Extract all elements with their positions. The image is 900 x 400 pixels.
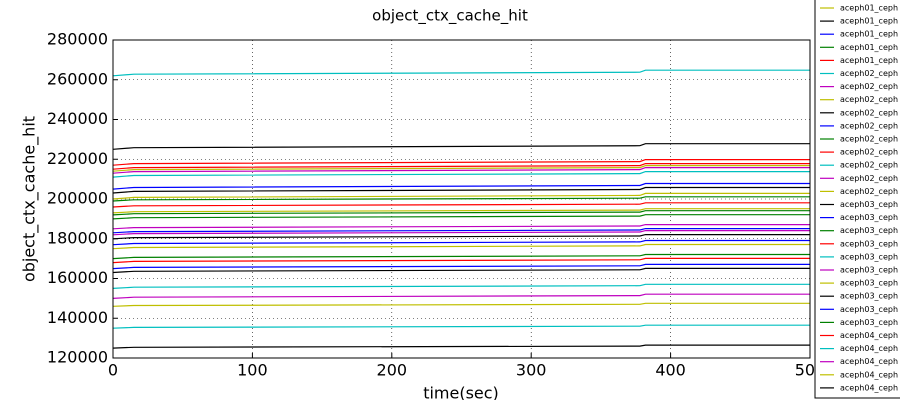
- chart-title: object_ctx_cache_hit: [372, 7, 528, 26]
- legend-label: aceph03_ceph: [840, 292, 898, 301]
- y-axis-label: object_ctx_cache_hit: [20, 116, 40, 282]
- legend-label: aceph03_ceph: [840, 266, 898, 275]
- plot-frame: [112, 39, 811, 359]
- x-tick-label: 200: [377, 361, 408, 380]
- y-tick-label: 200000: [47, 189, 108, 208]
- legend-label: aceph04_ceph: [840, 357, 898, 366]
- legend-label: aceph03_ceph: [840, 200, 898, 209]
- series-line: [112, 283, 810, 289]
- series-line: [112, 228, 810, 234]
- legend-label: aceph03_ceph: [840, 252, 898, 261]
- y-tick-label: 180000: [47, 228, 108, 247]
- series-line: [112, 186, 810, 194]
- legend-label: aceph04_ceph: [840, 344, 898, 353]
- y-tick-label: 140000: [47, 308, 108, 327]
- series-line: [112, 196, 810, 202]
- series-line: [112, 202, 810, 208]
- series-line: [112, 165, 810, 172]
- series-line: [112, 214, 810, 220]
- legend-label: aceph02_ceph: [840, 174, 898, 183]
- series-line: [112, 263, 810, 270]
- series-line: [112, 293, 810, 299]
- legend-label: aceph01_ceph: [840, 17, 898, 26]
- legend-label: aceph01_ceph: [840, 56, 898, 65]
- legend-label: aceph01_ceph: [840, 4, 898, 13]
- y-tick-label: 280000: [47, 30, 108, 49]
- series-line: [112, 257, 810, 264]
- legend-label: aceph03_ceph: [840, 318, 898, 327]
- x-axis-label: time(sec): [423, 384, 499, 400]
- series-line: [112, 192, 810, 200]
- series-line: [112, 230, 810, 236]
- legend-label: aceph02_ceph: [840, 82, 898, 91]
- legend-label: aceph02_ceph: [840, 95, 898, 104]
- legend-label: aceph02_ceph: [840, 148, 898, 157]
- series-line: [112, 224, 810, 230]
- series-line: [112, 239, 810, 246]
- series-line: [112, 234, 810, 240]
- x-tick-label: 400: [655, 361, 686, 380]
- legend-box: [814, 0, 900, 399]
- legend-label: aceph01_ceph: [840, 43, 898, 52]
- y-tick-label: 260000: [47, 69, 108, 88]
- series-line: [112, 243, 810, 250]
- legend-label: aceph02_ceph: [840, 187, 898, 196]
- legend-label: aceph01_ceph: [840, 30, 898, 39]
- series-line: [112, 253, 810, 260]
- series-line: [112, 344, 810, 349]
- series-line: [112, 171, 810, 178]
- legend-label: aceph02_ceph: [840, 69, 898, 78]
- x-tick-label: 300: [516, 361, 547, 380]
- legend-label: aceph02_ceph: [840, 108, 898, 117]
- y-tick-label: 240000: [47, 109, 108, 128]
- legend-label: aceph03_ceph: [840, 226, 898, 235]
- series-line: [112, 167, 810, 174]
- series-line: [112, 163, 810, 170]
- legend-label: aceph03_ceph: [840, 213, 898, 222]
- series-line: [112, 69, 810, 77]
- legend-label: aceph04_ceph: [840, 383, 898, 392]
- series-line: [112, 208, 810, 214]
- y-tick-label: 220000: [47, 149, 108, 168]
- legend-label: aceph02_ceph: [840, 135, 898, 144]
- x-tick-label: 100: [237, 361, 268, 380]
- series-line: [112, 143, 810, 150]
- y-tick-label: 120000: [47, 348, 108, 367]
- legend-label: aceph04_ceph: [840, 370, 898, 379]
- legend-label: aceph02_ceph: [840, 121, 898, 130]
- series-line: [112, 267, 810, 274]
- series-line: [112, 159, 810, 166]
- series-line: [112, 210, 810, 216]
- series-line: [112, 182, 810, 190]
- legend-label: aceph03_ceph: [840, 279, 898, 288]
- x-tick-label: 0: [108, 361, 118, 380]
- legend-label: aceph02_ceph: [840, 161, 898, 170]
- y-tick-label: 160000: [47, 268, 108, 287]
- legend-label: aceph04_ceph: [840, 331, 898, 340]
- series-line: [112, 302, 810, 307]
- series-line: [112, 324, 810, 329]
- legend-label: aceph03_ceph: [840, 305, 898, 314]
- legend-label: aceph03_ceph: [840, 239, 898, 248]
